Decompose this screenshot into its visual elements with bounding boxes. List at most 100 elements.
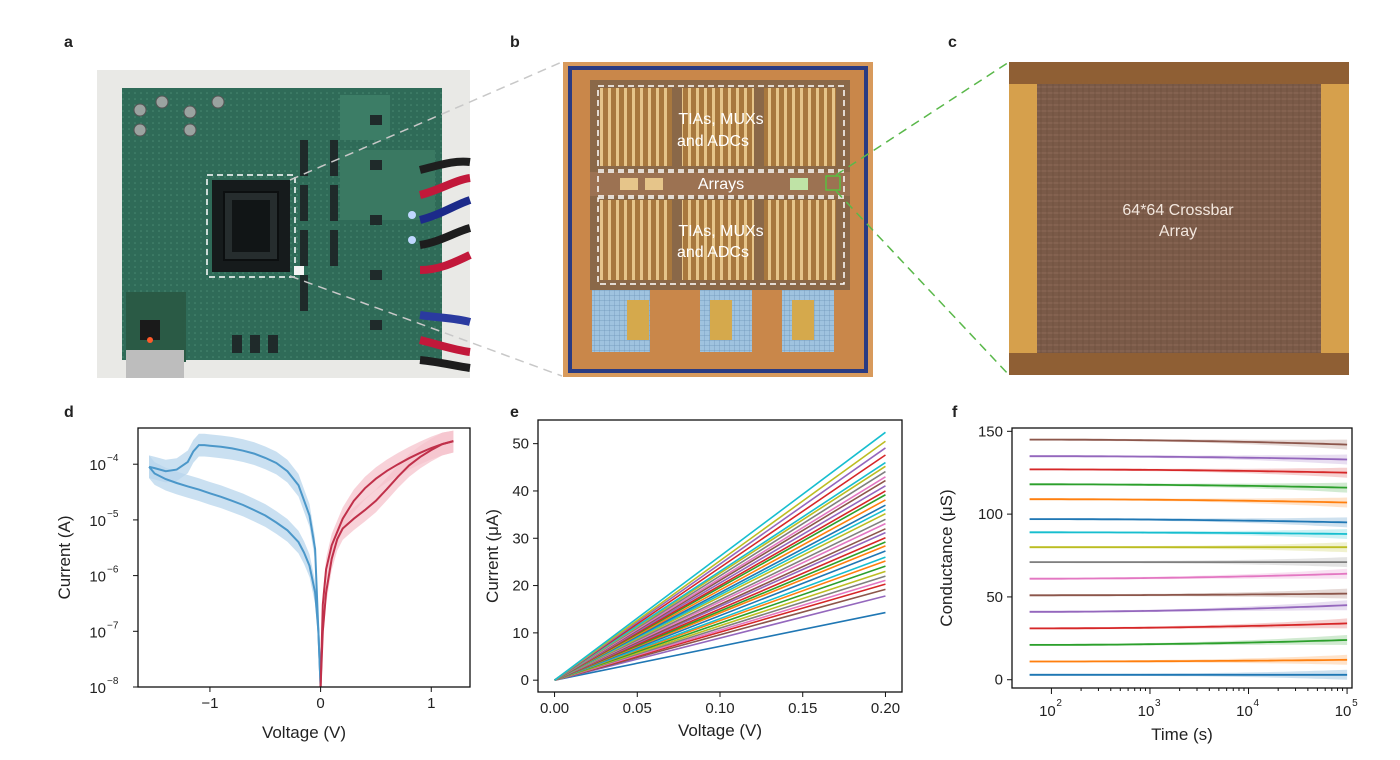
band-negative_reset bbox=[149, 455, 321, 687]
level-line-3 bbox=[1029, 622, 1348, 630]
iv-line-2 bbox=[554, 588, 886, 681]
crossbar-label-line2: Array bbox=[1159, 223, 1197, 240]
zoom-line-a-top bbox=[289, 61, 563, 181]
y-tick-label-d: 10 bbox=[89, 457, 106, 474]
y-axis-label-d: Current (A) bbox=[55, 515, 74, 599]
y-tick-label-e: 30 bbox=[512, 530, 529, 547]
x-tick-label-e: 0.10 bbox=[705, 700, 734, 717]
level-line-11 bbox=[1029, 498, 1348, 504]
series-positive_set bbox=[319, 440, 454, 688]
series-negative_reset bbox=[148, 466, 322, 688]
series-positive_reset bbox=[319, 440, 454, 688]
y-tick-exponent-d: −8 bbox=[107, 676, 119, 687]
iv-line-30 bbox=[554, 454, 886, 681]
y-tick-label-e: 50 bbox=[512, 436, 529, 453]
iv-line-17 bbox=[554, 518, 886, 681]
y-axis-label-f: Conductance (μS) bbox=[937, 489, 956, 626]
y-tick-label-d: 10 bbox=[89, 624, 106, 641]
level-line-14 bbox=[1029, 455, 1348, 461]
y-tick-label-d: 10 bbox=[89, 513, 106, 530]
y-tick-label-f: 100 bbox=[978, 506, 1003, 523]
iv-line-1 bbox=[554, 595, 886, 681]
zoom-line-b-bottom bbox=[835, 190, 1010, 376]
level-line-4 bbox=[1029, 604, 1348, 613]
y-tick-label-e: 20 bbox=[512, 578, 529, 595]
x-tick-exponent-f: 2 bbox=[1056, 698, 1062, 709]
y-tick-label-f: 50 bbox=[986, 589, 1003, 606]
iv-line-6 bbox=[554, 570, 886, 681]
chip-label-arrays: Arrays bbox=[698, 176, 744, 193]
chip-die-photo bbox=[563, 62, 873, 377]
y-tick-label-d: 10 bbox=[89, 569, 106, 586]
x-tick-exponent-f: 5 bbox=[1352, 698, 1358, 709]
y-axis-label-e: Current (μA) bbox=[483, 509, 502, 603]
level-band-15 bbox=[1029, 438, 1348, 450]
level-line-10 bbox=[1029, 518, 1348, 524]
band-positive_reset bbox=[320, 430, 454, 687]
x-tick-label-e: 0.00 bbox=[540, 700, 569, 717]
panel-label-a: a bbox=[64, 34, 73, 51]
series-negative_set bbox=[148, 444, 322, 688]
x-tick-label-e: 0.20 bbox=[871, 700, 900, 717]
x-axis-label-e: Voltage (V) bbox=[678, 721, 762, 740]
level-line-12 bbox=[1029, 483, 1348, 489]
level-line-2 bbox=[1029, 639, 1348, 646]
panel-label-f: f bbox=[952, 404, 958, 421]
y-tick-label-f: 0 bbox=[995, 672, 1003, 689]
iv-line-0 bbox=[554, 611, 886, 681]
y-tick-exponent-d: −5 bbox=[107, 509, 119, 520]
crossbar-array-photo bbox=[1009, 62, 1349, 375]
panel-label-b: b bbox=[510, 34, 520, 51]
pcb-photo bbox=[97, 70, 472, 378]
chip-label-top-line2: and ADCs bbox=[677, 133, 749, 150]
iv-line-9 bbox=[554, 556, 886, 681]
panel-label-d: d bbox=[64, 404, 74, 421]
x-tick-label-e: 0.15 bbox=[788, 700, 817, 717]
x-tick-exponent-f: 4 bbox=[1254, 698, 1260, 709]
zoom-line-b-top bbox=[835, 61, 1010, 176]
chart-e-linear-iv: 0.00 0.05 0.10 0.15 0.20 0 10 20 30 40 50 Voltage (… bbox=[483, 419, 903, 740]
y-tick-label-e: 10 bbox=[512, 625, 529, 642]
y-tick-exponent-d: −7 bbox=[107, 620, 119, 631]
x-tick-label-e: 0.05 bbox=[623, 700, 652, 717]
level-line-5 bbox=[1029, 592, 1348, 597]
panel-label-c: c bbox=[948, 34, 957, 51]
iv-line-10 bbox=[554, 550, 886, 681]
x-tick-exponent-f: 3 bbox=[1155, 698, 1161, 709]
level-band-3 bbox=[1029, 618, 1348, 630]
panel-label-e: e bbox=[510, 404, 519, 421]
x-tick-label-f: 10 bbox=[1138, 703, 1155, 720]
x-tick-label-d: 0 bbox=[316, 695, 324, 712]
x-axis-label-f: Time (s) bbox=[1151, 725, 1213, 744]
top-row-images: TIAs, MUXs and ADCs Arrays TIAs, MUXs an… bbox=[97, 61, 1349, 378]
x-tick-label-f: 10 bbox=[1039, 703, 1056, 720]
plot-frame-f bbox=[1011, 427, 1353, 689]
level-band-6 bbox=[1029, 568, 1348, 580]
level-line-9 bbox=[1029, 531, 1348, 535]
iv-line-7 bbox=[554, 565, 886, 681]
plot-frame-d bbox=[137, 427, 471, 688]
level-band-2 bbox=[1029, 635, 1348, 646]
level-band-4 bbox=[1029, 600, 1348, 613]
crossbar-label-line1: 64*64 Crossbar bbox=[1122, 202, 1234, 219]
chip-label-bottom-line1: TIAs, MUXs bbox=[678, 223, 763, 240]
chip-label-bottom-line2: and ADCs bbox=[677, 244, 749, 261]
iv-line-29 bbox=[554, 461, 886, 681]
y-tick-label-e: 0 bbox=[521, 672, 529, 689]
x-tick-label-f: 10 bbox=[1335, 703, 1352, 720]
level-line-15 bbox=[1029, 438, 1348, 446]
iv-line-33 bbox=[554, 431, 886, 681]
iv-line-31 bbox=[554, 447, 886, 681]
level-line-6 bbox=[1029, 572, 1348, 580]
level-line-1 bbox=[1029, 658, 1348, 663]
y-tick-exponent-d: −4 bbox=[107, 453, 119, 464]
level-band-9 bbox=[1029, 529, 1348, 539]
y-tick-label-f: 150 bbox=[978, 423, 1003, 440]
y-tick-label-d: 10 bbox=[89, 680, 106, 697]
y-tick-label-e: 40 bbox=[512, 483, 529, 500]
x-tick-label-d: −1 bbox=[201, 695, 218, 712]
iv-line-32 bbox=[554, 440, 886, 681]
level-line-13 bbox=[1029, 468, 1348, 474]
